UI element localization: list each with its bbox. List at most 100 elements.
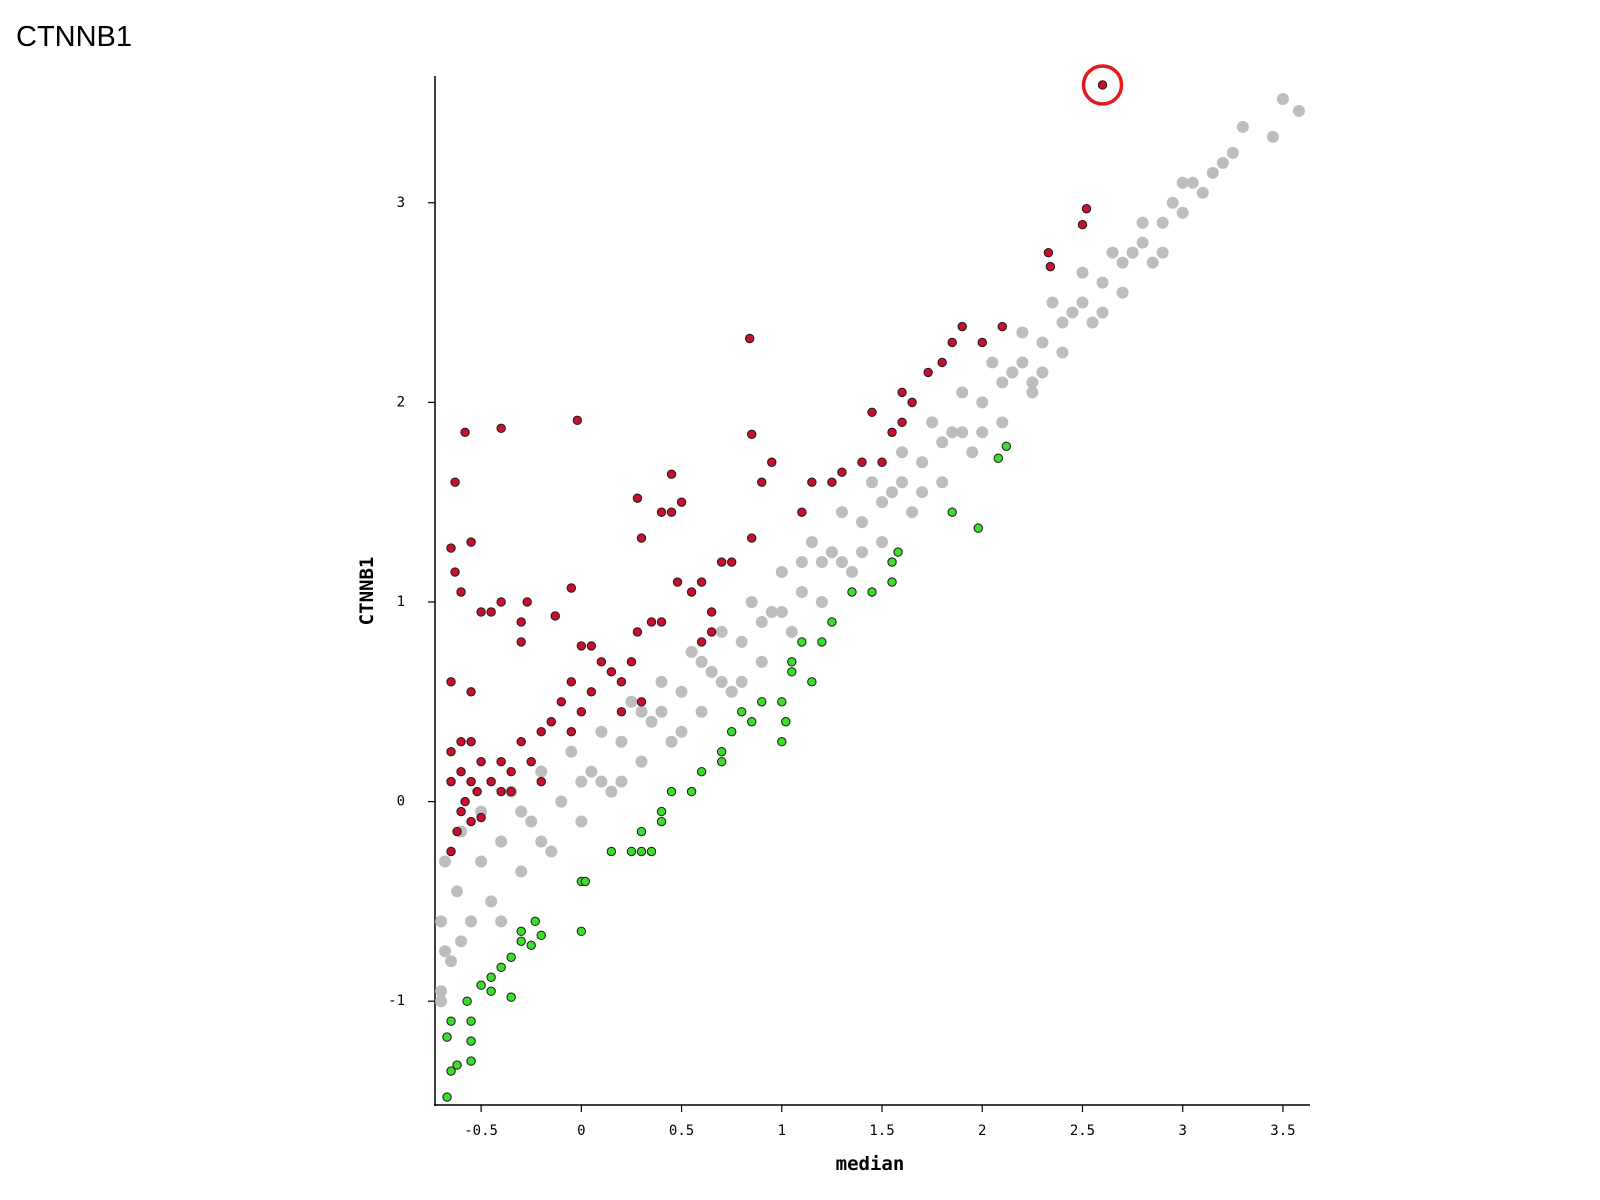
- point: [827, 477, 837, 487]
- point: [1036, 336, 1049, 349]
- point: [536, 776, 546, 787]
- point: [445, 955, 458, 968]
- point: [636, 533, 647, 543]
- point: [1126, 246, 1139, 259]
- point: [455, 935, 468, 948]
- point: [795, 585, 808, 598]
- point: [923, 367, 933, 378]
- x-axis-label: median: [836, 1153, 905, 1175]
- point: [555, 795, 568, 808]
- point: [835, 506, 848, 519]
- point: [1036, 366, 1049, 379]
- chart-title: CTNNB1: [16, 21, 132, 53]
- x-tick-label: 1.5: [869, 1123, 894, 1139]
- point: [705, 665, 718, 678]
- point: [576, 641, 587, 651]
- x-tick-label: 3.5: [1270, 1123, 1295, 1139]
- point: [452, 1060, 462, 1070]
- point: [450, 567, 460, 577]
- point: [807, 477, 817, 487]
- point: [466, 1056, 476, 1066]
- point: [656, 816, 667, 827]
- point: [926, 416, 939, 429]
- point: [655, 705, 668, 718]
- point: [1216, 156, 1229, 169]
- point: [516, 737, 526, 747]
- point: [797, 507, 807, 517]
- point: [825, 546, 838, 559]
- point: [566, 727, 577, 737]
- point: [867, 407, 877, 418]
- point: [835, 556, 848, 569]
- point: [725, 685, 738, 698]
- point: [785, 625, 798, 638]
- point: [897, 387, 907, 398]
- point: [855, 516, 868, 529]
- point: [1106, 246, 1119, 259]
- point: [446, 746, 456, 757]
- point: [576, 926, 587, 937]
- point: [1146, 256, 1159, 269]
- point: [897, 417, 907, 428]
- point: [450, 477, 460, 487]
- point: [876, 536, 889, 549]
- point: [715, 675, 728, 688]
- point: [977, 337, 987, 348]
- point: [616, 707, 627, 717]
- point: [486, 972, 496, 982]
- point: [936, 476, 949, 489]
- point: [855, 546, 868, 559]
- point: [665, 735, 678, 748]
- point: [596, 657, 607, 667]
- point: [716, 746, 727, 757]
- point: [993, 453, 1003, 463]
- point: [515, 865, 528, 878]
- point: [526, 940, 536, 951]
- point: [595, 725, 608, 738]
- point: [973, 523, 983, 533]
- point: [893, 547, 903, 557]
- point: [666, 786, 677, 797]
- point: [815, 556, 828, 569]
- point: [439, 945, 452, 958]
- point: [536, 930, 546, 941]
- y-tick-label: 1: [397, 594, 405, 610]
- point: [1206, 166, 1219, 179]
- point: [716, 756, 727, 767]
- point: [906, 506, 919, 519]
- point: [1001, 441, 1012, 451]
- point: [695, 705, 708, 718]
- point: [1056, 346, 1069, 359]
- point: [696, 577, 707, 587]
- point: [466, 537, 476, 547]
- point: [496, 597, 506, 607]
- point: [632, 627, 643, 637]
- point: [636, 697, 647, 707]
- point: [516, 617, 526, 627]
- x-tick-label: 2: [978, 1123, 986, 1139]
- point: [1116, 286, 1129, 299]
- point: [706, 627, 717, 637]
- point: [672, 577, 683, 587]
- point: [535, 835, 548, 848]
- point: [745, 595, 758, 608]
- point: [656, 507, 667, 517]
- x-tick-label: -0.5: [464, 1123, 498, 1139]
- point: [452, 826, 462, 837]
- point: [595, 775, 608, 788]
- point: [545, 845, 558, 858]
- point: [787, 667, 797, 677]
- point: [486, 776, 496, 787]
- point: [916, 456, 929, 469]
- point: [515, 805, 528, 818]
- point: [996, 376, 1009, 389]
- point: [466, 776, 476, 787]
- point: [466, 816, 476, 827]
- y-tick-label: 0: [397, 794, 405, 810]
- point: [887, 577, 897, 587]
- point: [1166, 196, 1179, 209]
- point: [956, 426, 969, 439]
- point: [535, 765, 548, 778]
- point: [632, 493, 643, 503]
- point: [755, 655, 768, 668]
